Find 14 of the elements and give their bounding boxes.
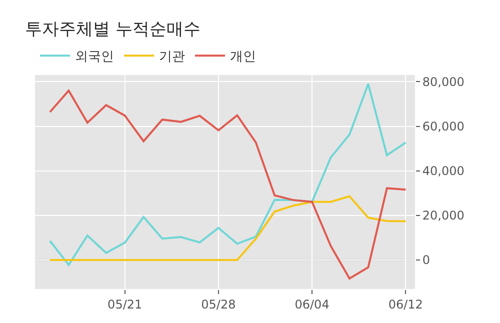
y-tick-label: 0 — [422, 253, 430, 268]
x-tick-label: 05/21 — [108, 297, 142, 312]
legend-label: 기관 — [159, 50, 185, 65]
line-series — [48, 195, 407, 262]
y-tick-label: 80,000 — [422, 74, 464, 89]
y-tick-label: 20,000 — [422, 208, 464, 223]
y-tick-label: 40,000 — [422, 164, 464, 178]
x-tick-label: 05/28 — [201, 297, 236, 312]
chart-title: 투자주체별 누적순매수 — [25, 20, 200, 40]
x-tick-label: 06/12 — [388, 297, 423, 312]
y-tick-label: 60,000 — [422, 119, 464, 134]
x-tick-label: 06/04 — [294, 297, 330, 312]
legend-label: 외국인 — [75, 50, 114, 65]
legend-label: 개인 — [230, 50, 256, 65]
